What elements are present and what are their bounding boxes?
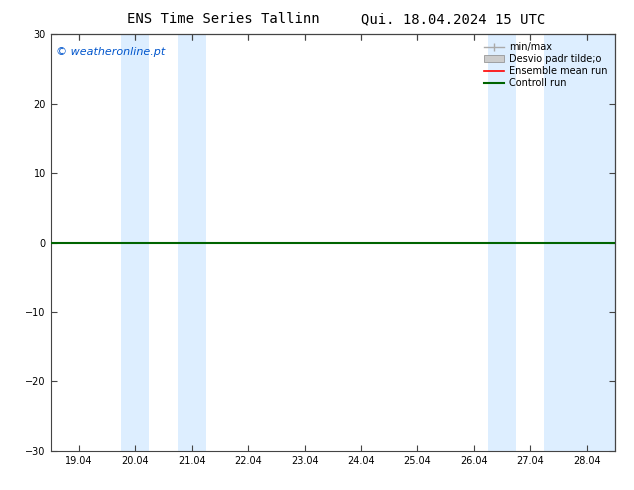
Bar: [121, 34, 150, 451]
Legend: min/max, Desvio padr tilde;o, Ensemble mean run, Controll run: min/max, Desvio padr tilde;o, Ensemble m…: [481, 39, 610, 91]
Text: Qui. 18.04.2024 15 UTC: Qui. 18.04.2024 15 UTC: [361, 12, 546, 26]
Text: ENS Time Series Tallinn: ENS Time Series Tallinn: [127, 12, 320, 26]
Bar: [178, 34, 206, 451]
Bar: [545, 34, 573, 451]
Text: © weatheronline.pt: © weatheronline.pt: [56, 47, 165, 57]
Bar: [488, 34, 516, 451]
Bar: [573, 34, 615, 451]
